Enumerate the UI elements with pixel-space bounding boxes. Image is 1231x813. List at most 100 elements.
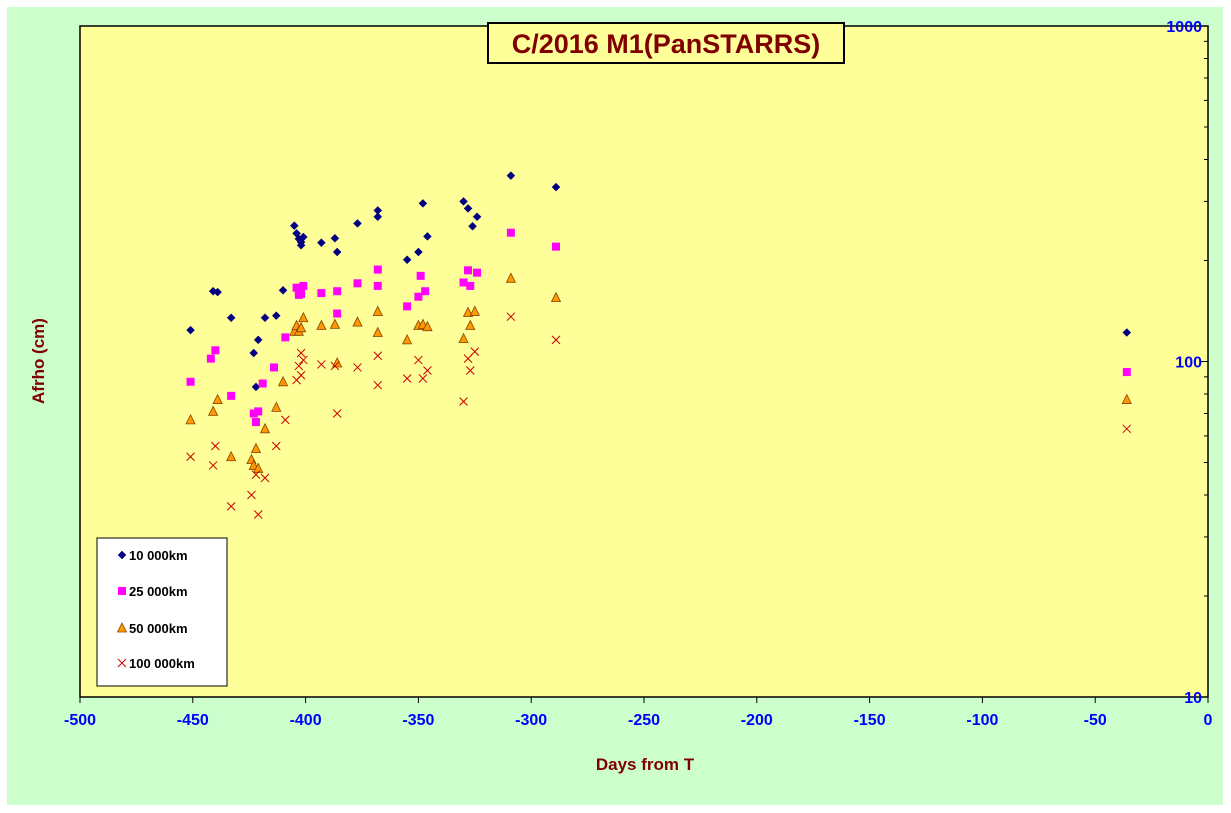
data-point (260, 313, 270, 323)
y-tick-label: 10 (1184, 690, 1202, 707)
legend-box (96, 537, 228, 687)
data-point (208, 461, 218, 470)
data-point (416, 271, 425, 280)
data-point (292, 283, 301, 292)
data-point (373, 351, 383, 361)
data-point (212, 393, 223, 404)
x-tick-label: 0 (1204, 712, 1213, 729)
data-point (1122, 368, 1131, 377)
data-point (418, 199, 428, 208)
x-tick-label: -150 (854, 712, 886, 729)
data-point (465, 366, 475, 375)
data-point (463, 204, 473, 213)
data-point (295, 321, 307, 333)
data-points (185, 171, 1132, 519)
y-tick-label: 1000 (1166, 19, 1202, 36)
data-point (472, 212, 482, 222)
legend-marker (116, 622, 128, 633)
data-point (402, 374, 412, 383)
data-point (473, 268, 482, 277)
data-point (281, 333, 290, 342)
data-point (333, 287, 342, 296)
data-point (296, 370, 306, 380)
data-point (372, 305, 383, 316)
series-0 (186, 171, 1132, 392)
data-point (297, 289, 306, 298)
data-point (226, 502, 236, 511)
legend-marker (117, 550, 127, 560)
data-point (462, 306, 474, 317)
y-axis-ticks: 10 100 1000 (1166, 19, 1208, 707)
data-point (316, 319, 327, 330)
data-point (298, 232, 308, 242)
data-point (414, 355, 423, 365)
data-point (459, 197, 468, 206)
data-point (226, 313, 236, 323)
data-point (506, 228, 515, 237)
data-point (1122, 424, 1132, 434)
data-point (403, 302, 412, 311)
data-point (551, 335, 561, 345)
legend: 10 000km 25 000km 50 000km 100 000km (96, 537, 228, 687)
chart-title: C/2016 M1(PanSTARRS) (512, 29, 821, 59)
legend-label: 50 000km (129, 621, 188, 636)
data-point (270, 363, 279, 372)
data-point (373, 380, 383, 390)
data-point (271, 401, 282, 412)
data-point (373, 206, 383, 215)
data-point (206, 354, 215, 363)
data-point (402, 255, 412, 265)
data-point (458, 332, 469, 344)
data-point (353, 363, 362, 372)
data-point (278, 285, 288, 295)
legend-label: 100 000km (129, 656, 195, 671)
x-tick-label: -500 (64, 712, 96, 729)
data-point (185, 413, 196, 425)
data-point (372, 326, 383, 337)
x-axis-label: Days from T (596, 755, 695, 774)
x-tick-label: -200 (741, 712, 773, 729)
data-point (258, 379, 267, 388)
data-point (260, 473, 270, 483)
data-point (1121, 393, 1132, 404)
data-point (280, 415, 290, 425)
data-point (469, 305, 480, 316)
data-point (332, 409, 342, 418)
data-point (333, 309, 342, 318)
data-point (464, 266, 473, 275)
data-point (250, 442, 262, 454)
data-point (550, 291, 562, 303)
data-point (186, 377, 195, 386)
data-point (551, 182, 561, 192)
x-tick-label: -350 (402, 712, 434, 729)
data-point (277, 375, 289, 387)
data-point (211, 346, 220, 355)
title-box (487, 22, 845, 64)
data-point (247, 490, 256, 500)
data-point (251, 470, 261, 479)
data-point (352, 316, 363, 327)
data-point (207, 405, 219, 416)
data-point (414, 247, 423, 257)
x-tick-label: -100 (966, 712, 998, 729)
data-point (332, 357, 343, 368)
data-point (422, 320, 433, 332)
x-tick-label: -250 (628, 712, 660, 729)
data-point (330, 233, 340, 243)
data-point (253, 510, 263, 519)
data-point (470, 347, 480, 356)
data-point (317, 289, 326, 298)
data-point (459, 397, 468, 406)
data-point (249, 409, 258, 418)
data-point (271, 441, 281, 451)
x-tick-label: -400 (290, 712, 322, 729)
data-point (332, 247, 342, 257)
data-point (213, 287, 222, 297)
data-point (418, 374, 428, 383)
data-point (251, 418, 260, 427)
y-axis-label: Afrho (cm) (29, 318, 48, 404)
data-point (249, 348, 259, 358)
data-point (421, 287, 430, 296)
legend-label: 10 000km (129, 548, 188, 563)
